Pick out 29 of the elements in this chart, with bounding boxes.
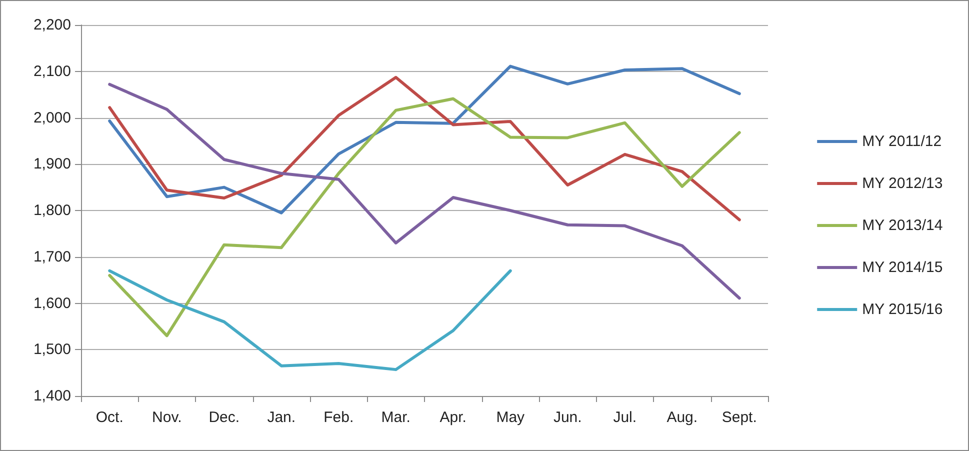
- x-tick-label: Dec.: [208, 409, 240, 426]
- x-tick-label: May: [496, 409, 526, 426]
- line-series: [108, 269, 512, 372]
- x-tick-label: Sept.: [722, 409, 757, 426]
- x-tick-label: Aug.: [666, 409, 698, 426]
- y-tick-label: 2,200: [33, 16, 71, 34]
- x-tick-label: Feb.: [324, 409, 354, 426]
- x-tick-label: Apr.: [440, 409, 466, 426]
- y-tick-label: 2,000: [33, 109, 71, 126]
- x-tick-label: Jan.: [267, 409, 296, 426]
- y-tick-label: 1,400: [33, 388, 71, 404]
- y-tick-label: 1,700: [33, 248, 71, 266]
- y-tick-label: 1,900: [33, 156, 71, 173]
- y-tick-label: 1,800: [33, 202, 71, 219]
- legend-label: MY 2013/14: [862, 217, 943, 234]
- x-tick-label: Oct.: [96, 409, 124, 426]
- legend-label: MY 2011/12: [862, 133, 942, 150]
- legend-label: MY 2012/13: [862, 175, 943, 192]
- y-tick-label: 1,600: [33, 294, 71, 312]
- legend-label: MY 2014/15: [862, 259, 943, 276]
- line-series: [108, 97, 741, 338]
- y-tick-label: 1,500: [33, 341, 71, 358]
- x-tick-label: Jul.: [613, 409, 637, 426]
- x-tick-label: Mar.: [381, 409, 410, 426]
- legend-label: MY 2015/16: [862, 301, 943, 318]
- x-tick-label: Jun.: [553, 409, 582, 426]
- y-tick-label: 2,100: [33, 62, 71, 80]
- x-tick-label: Nov.: [152, 409, 182, 426]
- line-series: [108, 82, 741, 300]
